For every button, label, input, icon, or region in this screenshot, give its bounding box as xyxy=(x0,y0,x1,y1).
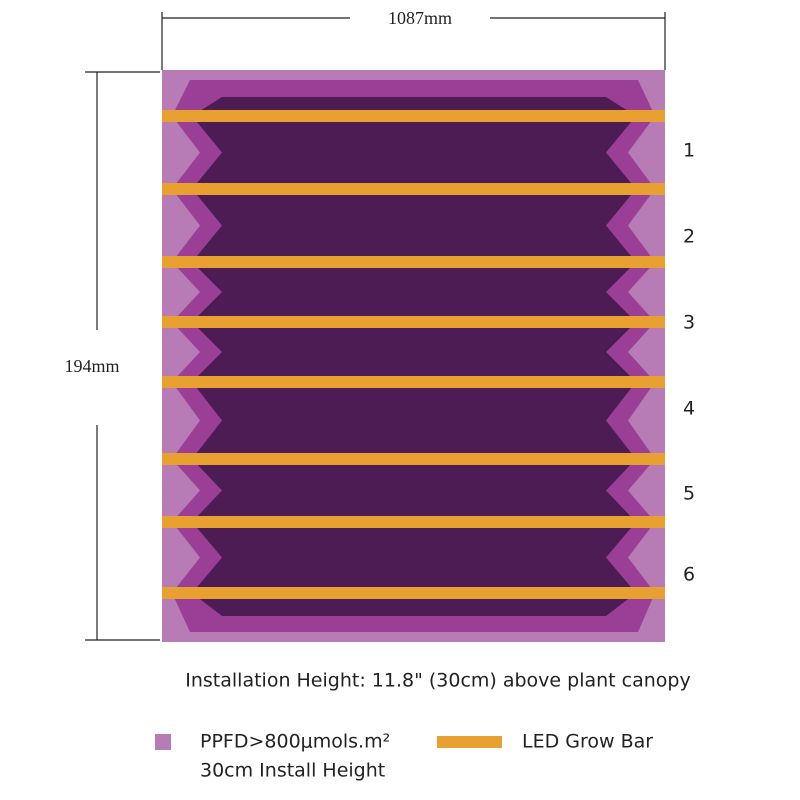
grow-bar xyxy=(162,376,665,388)
bar-labels: 1 2 3 4 5 6 xyxy=(683,140,695,586)
grow-bar xyxy=(162,183,665,195)
legend-swatch xyxy=(155,734,171,750)
width-label: 1087mm xyxy=(388,8,452,28)
legend-sublabel: 30cm Install Height xyxy=(200,760,385,782)
grow-bar xyxy=(162,256,665,268)
height-label: 194mm xyxy=(64,356,119,376)
bar-label: 1 xyxy=(683,140,695,162)
grow-bar xyxy=(162,110,665,122)
grow-bars xyxy=(162,110,665,599)
grow-bar xyxy=(162,453,665,465)
grow-bar xyxy=(162,316,665,328)
bar-label: 2 xyxy=(683,226,695,248)
bar-label: 5 xyxy=(683,483,695,505)
grow-bar xyxy=(162,516,665,528)
legend-label: PPFD>800μmols.m² xyxy=(200,731,390,753)
grow-bar xyxy=(162,587,665,599)
bar-label: 6 xyxy=(683,564,695,586)
legend-label: LED Grow Bar xyxy=(522,731,653,753)
bar-label: 4 xyxy=(683,398,695,420)
caption: Installation Height: 11.8" (30cm) above … xyxy=(185,670,690,692)
dimension-lines xyxy=(85,12,666,641)
bar-label: 3 xyxy=(683,312,695,334)
coverage-core xyxy=(192,97,636,616)
legend-swatch xyxy=(437,736,502,748)
